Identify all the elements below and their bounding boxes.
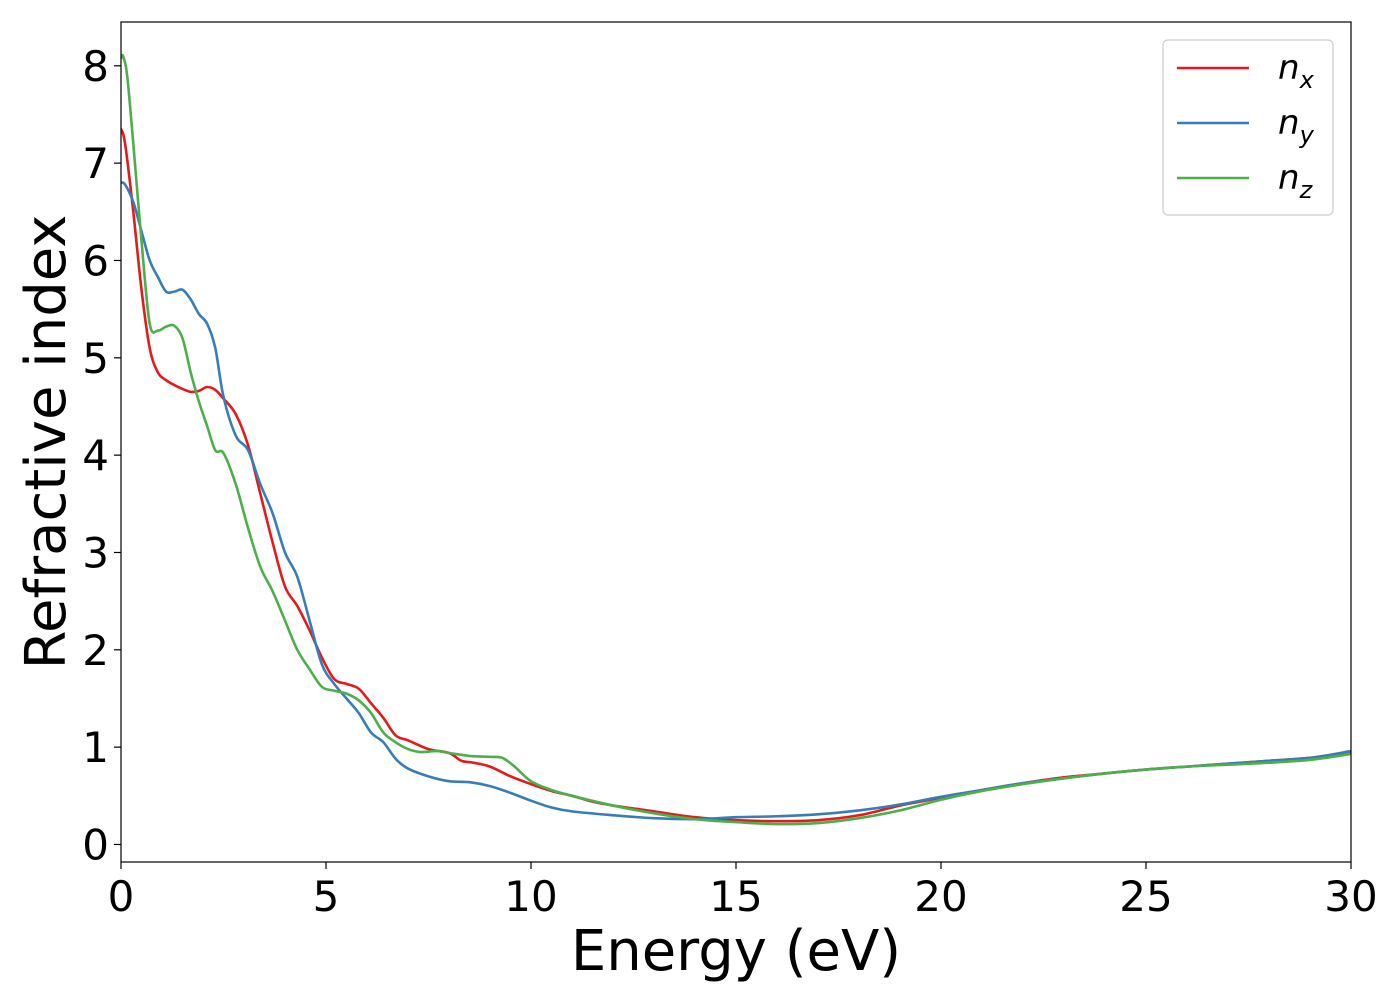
y-tick-label: 7 (82, 139, 109, 188)
legend-label-main: n (1278, 158, 1300, 198)
legend-label-main: n (1278, 103, 1300, 143)
legend-label-sub: x (1299, 66, 1315, 94)
series-line-n-z (121, 53, 1351, 826)
legend-label-sub: y (1299, 121, 1315, 149)
x-axis-ticks: 0 5 10 15 20 25 30 (108, 862, 1378, 921)
x-tick-label: 25 (1119, 872, 1172, 921)
legend-label: ny (1278, 103, 1315, 149)
legend-label-main: n (1278, 48, 1300, 88)
x-tick-label: 30 (1324, 872, 1377, 921)
y-tick-label: 0 (82, 820, 109, 869)
x-tick-label: 15 (709, 872, 762, 921)
y-axis-label: Refractive index (14, 215, 79, 670)
series-line-n-x (121, 127, 1351, 823)
legend-box (1162, 39, 1334, 216)
y-tick-label: 1 (82, 723, 109, 772)
series-line-n-y (121, 181, 1351, 821)
x-tick-label: 20 (914, 872, 967, 921)
y-tick-label: 5 (82, 334, 109, 383)
y-tick-label: 8 (82, 42, 109, 91)
y-tick-label: 3 (82, 528, 109, 577)
x-axis-label: Energy (eV) (571, 919, 901, 984)
x-tick-label: 10 (504, 872, 557, 921)
x-tick-label: 5 (313, 872, 340, 921)
x-tick-label: 0 (108, 872, 135, 921)
y-axis-ticks: 0 1 2 3 4 5 6 7 8 (82, 42, 121, 869)
y-tick-label: 2 (82, 626, 109, 675)
legend-label: nx (1278, 48, 1315, 94)
y-tick-label: 4 (82, 431, 109, 480)
legend-label: nz (1278, 158, 1314, 204)
series-layer (121, 53, 1351, 826)
y-tick-label: 6 (82, 236, 109, 285)
legend-label-sub: z (1299, 176, 1314, 204)
